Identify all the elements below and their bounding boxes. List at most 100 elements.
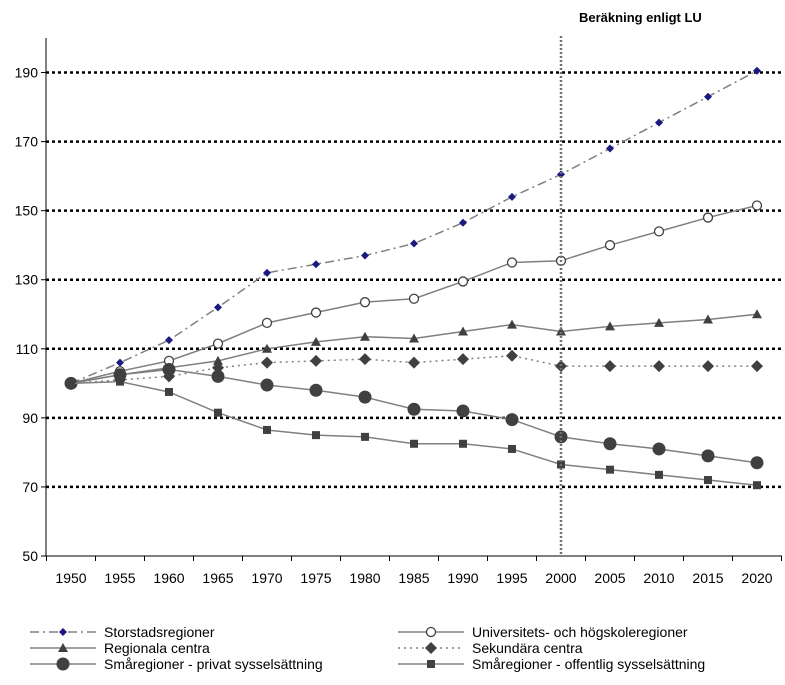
series-layer [64, 66, 764, 490]
data-point [456, 404, 470, 418]
data-point [310, 307, 322, 318]
data-point [358, 390, 372, 404]
legend-marker-1 [425, 626, 437, 638]
x-tick-label: 1950 [55, 570, 86, 586]
data-point [702, 212, 714, 223]
data-point [704, 92, 712, 101]
data-point [263, 268, 271, 277]
x-tick-label: 1965 [202, 570, 233, 586]
legend-label: Småregioner - privat sysselsättning [104, 656, 323, 672]
data-point [605, 321, 615, 331]
series-5 [67, 377, 761, 490]
data-point [309, 383, 323, 397]
data-point [751, 200, 763, 211]
data-point [312, 431, 320, 440]
y-tick-label: 50 [22, 548, 38, 564]
y-tick-label: 170 [15, 134, 39, 150]
series-line-3 [70, 354, 757, 385]
data-point [310, 354, 322, 367]
x-tick-label: 2005 [594, 570, 625, 586]
data-point [260, 378, 274, 392]
x-tick-label: 1980 [349, 570, 380, 586]
x-tick-label: 1990 [447, 570, 478, 586]
axes: 50 70 90 110 130 150 170 190 1950 1955 1960 1965 197… [15, 38, 782, 586]
data-point [508, 444, 516, 453]
data-point [407, 402, 421, 416]
data-point [506, 349, 518, 362]
data-point [410, 239, 418, 248]
data-point [606, 144, 614, 153]
data-point [556, 326, 566, 336]
annotation-label: Beräkning enligt LU [579, 10, 702, 25]
data-point [311, 336, 321, 346]
data-point [750, 456, 764, 470]
annotation-layer: Beräkning enligt LU [559, 10, 702, 556]
x-tick-label: 1985 [398, 570, 429, 586]
data-point [606, 465, 614, 474]
data-point [263, 425, 271, 434]
y-tick-label: 110 [16, 341, 39, 357]
data-point [555, 360, 567, 373]
data-point [506, 257, 518, 268]
data-point [361, 251, 369, 260]
legend-marker-0 [59, 628, 67, 636]
data-point [652, 442, 666, 456]
y-tick-label: 90 [22, 410, 38, 426]
data-point [655, 470, 663, 479]
data-point [704, 476, 712, 485]
legend-item-3: Sekundära centra [398, 640, 583, 656]
data-point [604, 240, 616, 251]
data-point [408, 356, 420, 369]
data-point [508, 192, 516, 201]
legend-item-1: Universitets- och högskoleregioner [398, 624, 688, 640]
data-point [653, 360, 665, 373]
data-point [67, 379, 75, 388]
data-point [505, 413, 519, 427]
x-tick-label: 2010 [643, 570, 674, 586]
data-point [359, 353, 371, 366]
data-point [653, 226, 665, 237]
legend-label: Regionala centra [104, 640, 210, 656]
x-tick-label: 2015 [692, 570, 723, 586]
legend-marker-5 [427, 660, 435, 668]
legend-label: Storstadsregioner [104, 624, 215, 640]
data-point [361, 432, 369, 441]
data-point [507, 319, 517, 329]
data-point [214, 408, 222, 417]
data-point [457, 276, 469, 287]
legend-label: Sekundära centra [472, 640, 583, 656]
data-point [753, 66, 761, 75]
legend-label: Universitets- och högskoleregioner [472, 624, 688, 640]
data-point [165, 387, 173, 396]
y-tick-label: 190 [15, 65, 39, 81]
data-point [603, 437, 617, 451]
data-point [116, 377, 124, 386]
x-tick-label: 2000 [545, 570, 576, 586]
data-point [459, 218, 467, 227]
legend-item-4: Småregioner - privat sysselsättning [30, 656, 323, 672]
data-point [408, 293, 420, 304]
data-point [262, 343, 272, 353]
x-tick-label: 2020 [741, 570, 772, 586]
legend: Storstadsregioner Universitets- och högsk… [30, 624, 705, 672]
data-point [211, 369, 225, 383]
data-point [213, 355, 223, 365]
x-tick-label: 1995 [496, 570, 527, 586]
data-point [165, 336, 173, 345]
legend-item-0: Storstadsregioner [30, 624, 215, 640]
data-point [458, 326, 468, 336]
legend-marker-2 [58, 643, 68, 652]
data-point [557, 170, 565, 179]
data-point [261, 317, 273, 329]
legend-item-2: Regionala centra [30, 640, 210, 656]
data-point [701, 449, 715, 463]
data-point [212, 338, 224, 349]
data-point [655, 118, 663, 127]
data-point [654, 317, 664, 327]
legend-marker-3 [425, 642, 437, 654]
data-point [459, 439, 467, 448]
data-point [752, 309, 762, 319]
